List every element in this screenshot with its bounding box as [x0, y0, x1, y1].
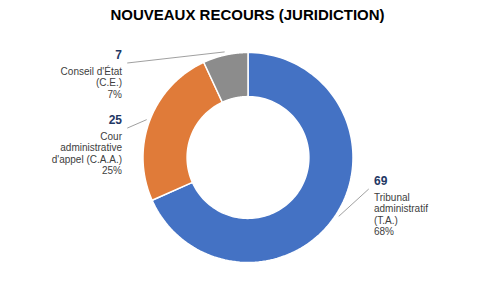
svg-text:Tribunaladministratif(T.A.)68%: Tribunaladministratif(T.A.)68%: [374, 192, 428, 238]
html-text:NOUVEAUX RECOURS (JURIDICTION): NOUVEAUX RECOURS (JURIDICTION): [110, 6, 385, 23]
svg-text:25: 25: [109, 113, 123, 127]
svg-text:Conseil d'État(C.E.)7%: Conseil d'État(C.E.)7%: [61, 65, 123, 100]
svg-text:7: 7: [115, 48, 122, 62]
svg-text:69: 69: [374, 174, 388, 188]
svg-text:Couradministratived'appel (C.A: Couradministratived'appel (C.A.A.)25%: [52, 131, 123, 177]
